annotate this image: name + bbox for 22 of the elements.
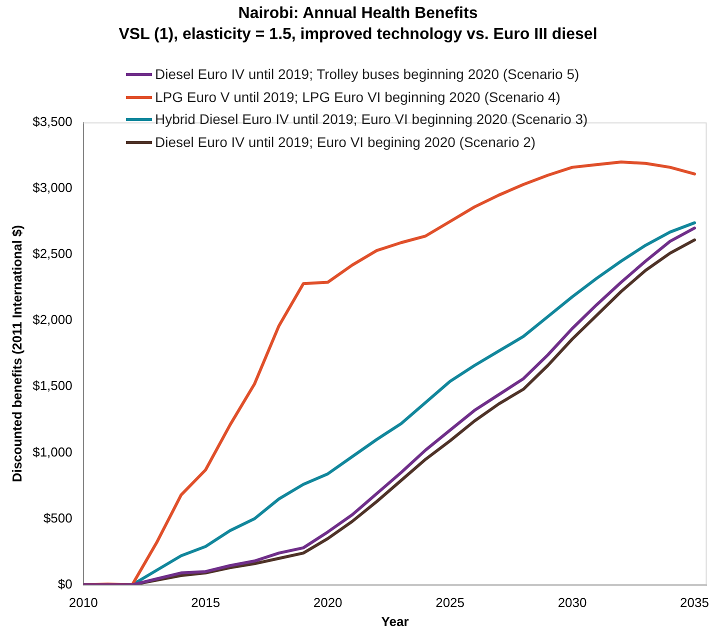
x-tick-label: 2020 bbox=[313, 595, 342, 610]
x-tick-label: 2010 bbox=[68, 595, 98, 610]
y-tick-label: $3,000 bbox=[32, 180, 72, 196]
y-tick-label: $500 bbox=[43, 510, 72, 526]
y-tick-label: $2,000 bbox=[32, 312, 72, 328]
legend-label: Diesel Euro IV until 2019; Euro VI begining 2020 (Scenario 2) bbox=[155, 133, 536, 152]
y-tick-label: $3,500 bbox=[32, 114, 72, 129]
x-axis-title: Year bbox=[381, 614, 409, 629]
legend-label: Diesel Euro IV until 2019; Trolley buses beginning 2020 (Scenario 5) bbox=[155, 65, 580, 84]
x-tick-label: 2035 bbox=[680, 595, 709, 610]
x-tick-label: 2015 bbox=[191, 595, 220, 610]
chart-subtitle: VSL (1), elasticity = 1.5, improved technology vs. Euro III diesel bbox=[118, 26, 598, 44]
x-tick-label: 2025 bbox=[436, 595, 465, 610]
x-tick-label: 2030 bbox=[558, 595, 587, 610]
legend-label: Hybrid Diesel Euro IV until 2019; Euro VI beginning 2020 (Scenario 3) bbox=[155, 110, 588, 130]
y-tick-label: $1,500 bbox=[32, 378, 72, 394]
y-axis-title: Discounted benefits (2011 International $) bbox=[9, 225, 24, 482]
y-tick-label: $0 bbox=[58, 576, 72, 592]
legend-label: LPG Euro V until 2019; LPG Euro VI beginning 2020 (Scenario 4) bbox=[155, 88, 560, 107]
chart-title: Nairobi: Annual Health Benefits bbox=[238, 5, 478, 22]
y-tick-label: $1,000 bbox=[32, 444, 72, 460]
y-tick-label: $2,500 bbox=[32, 246, 72, 262]
